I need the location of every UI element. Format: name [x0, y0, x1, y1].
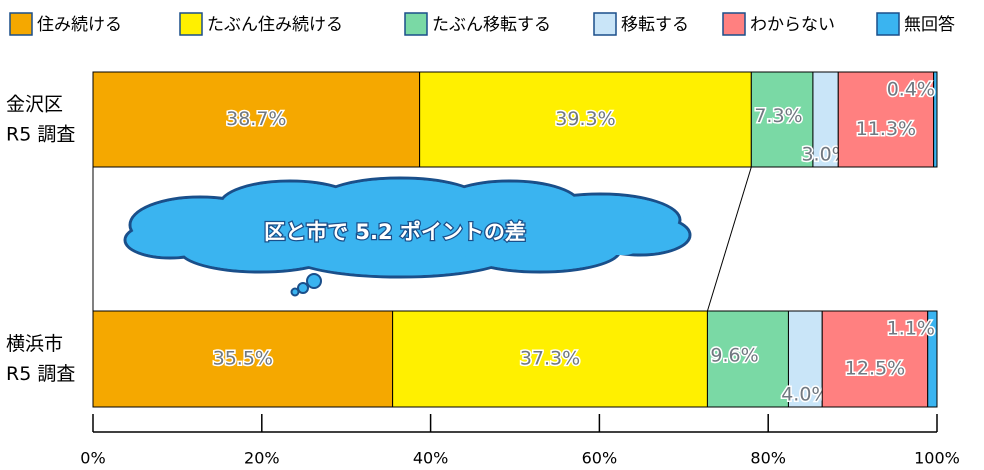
bar-segment — [419, 71, 752, 168]
value-label: 38.7% — [226, 108, 286, 130]
x-tick-label: 60% — [582, 449, 618, 468]
bar-segment — [837, 71, 935, 168]
value-label: 0.4% — [887, 79, 935, 101]
x-tick-label: 100% — [914, 449, 960, 468]
connector-line — [706, 166, 752, 312]
value-label: 39.3% — [555, 108, 615, 130]
bar-segment — [92, 310, 394, 408]
value-label: 7.3% — [754, 105, 802, 127]
bar-segment — [821, 310, 929, 408]
cloud-bubble — [306, 273, 322, 289]
legend-label: たぶん移転する — [432, 15, 551, 35]
bar-segment — [392, 310, 708, 408]
value-label: 37.3% — [520, 348, 580, 370]
bar-segment — [933, 71, 938, 168]
x-tick-label: 20% — [244, 449, 280, 468]
cloud-core — [175, 205, 645, 255]
legend-swatch — [722, 12, 746, 36]
bar-segment — [92, 71, 421, 168]
bar-segment — [812, 71, 839, 168]
bar-segment — [706, 310, 789, 408]
value-label: 12.5% — [845, 358, 905, 380]
value-label: 35.5% — [213, 348, 273, 370]
annotation-cloud — [123, 176, 692, 297]
cloud-bubble — [297, 282, 309, 294]
value-label: 1.1% — [887, 318, 935, 340]
value-label: 11.3% — [856, 118, 916, 140]
legend-label: たぶん住み続ける — [207, 15, 343, 35]
annotation: 区と市で 5.2 ポイントの差 — [264, 220, 526, 244]
legend-swatch — [9, 12, 33, 36]
category-label: 横浜市 R5 調査 — [6, 333, 75, 385]
legend-label: 無回答 — [904, 14, 955, 35]
bar-segment — [750, 71, 814, 168]
legend-label: わからない — [750, 15, 835, 35]
bar-segment — [787, 310, 823, 408]
legend-swatch — [593, 12, 617, 36]
cloud-bubble — [290, 287, 300, 297]
category-label: 金沢区 R5 調査 — [6, 93, 75, 145]
x-tick-label: 0% — [80, 449, 105, 468]
legend-swatch — [876, 12, 900, 36]
x-tick-label: 40% — [413, 449, 449, 468]
value-label: 9.6% — [710, 345, 758, 367]
bar-segment — [927, 310, 938, 408]
legend-label: 住み続ける — [37, 15, 122, 35]
legend-swatch — [179, 12, 203, 36]
legend-label: 移転する — [621, 15, 689, 35]
x-tick-label: 80% — [750, 449, 786, 468]
legend-swatch — [404, 12, 428, 36]
